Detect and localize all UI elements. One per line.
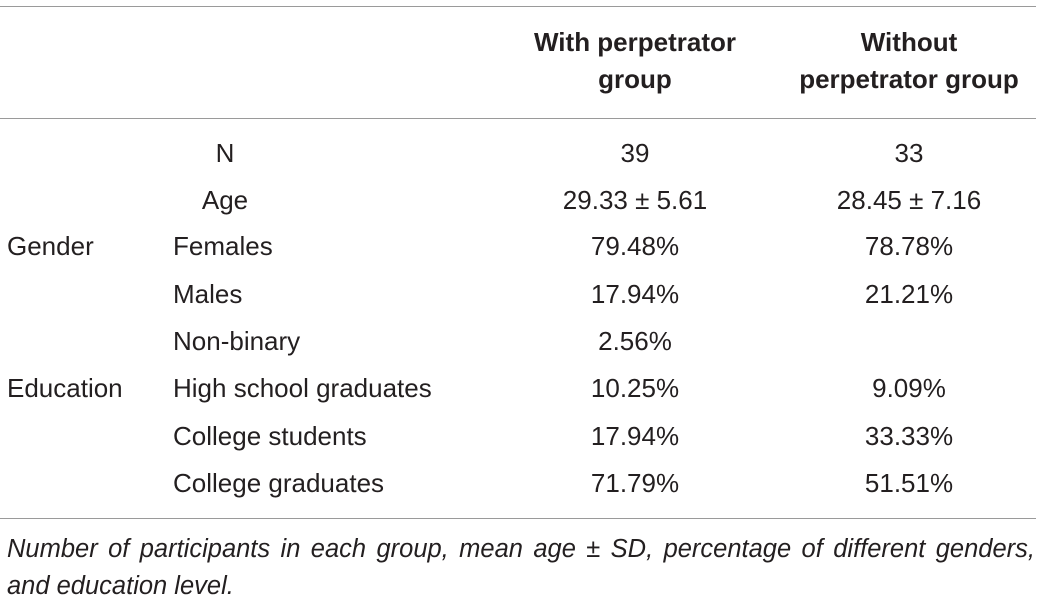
row-category: Education — [7, 373, 123, 403]
without-group-value: 28.45 ± 7.16 — [836, 185, 982, 215]
row-label: Males — [173, 279, 243, 309]
without-group-value: 9.09% — [872, 373, 946, 403]
row-label: N — [215, 138, 235, 168]
with-group-value: 39 — [620, 138, 650, 168]
header-with-perpetrator-group: With perpetrator group — [480, 24, 790, 98]
without-group-value: 33 — [894, 138, 924, 168]
with-group-value: 71.79% — [590, 468, 680, 498]
header-without-perpetrator-group: Without perpetrator group — [778, 24, 1040, 98]
table-top-rule — [0, 6, 1036, 7]
table-header-rule — [0, 118, 1036, 119]
without-group-value: 78.78% — [864, 231, 954, 261]
row-label: High school graduates — [173, 373, 432, 403]
header-without-line-1: Without — [860, 27, 958, 57]
row-label: College students — [173, 421, 367, 451]
row-category: Gender — [7, 231, 94, 261]
without-group-value: 33.33% — [864, 421, 954, 451]
table-bottom-rule — [0, 518, 1036, 519]
row-label: Females — [173, 231, 273, 261]
header-with-line-1: With perpetrator — [534, 27, 736, 57]
with-group-value: 17.94% — [590, 421, 680, 451]
without-group-value: 51.51% — [864, 468, 954, 498]
with-group-value: 10.25% — [590, 373, 680, 403]
row-label: Non-binary — [173, 326, 301, 356]
table-footnote: Number of participants in each group, me… — [7, 535, 1035, 600]
row-label: College graduates — [173, 468, 385, 498]
with-group-value: 2.56% — [598, 326, 672, 356]
row-label: Age — [201, 185, 249, 215]
with-group-value: 79.48% — [590, 231, 680, 261]
with-group-value: 29.33 ± 5.61 — [562, 185, 708, 215]
header-with-line-2: group — [598, 64, 672, 94]
without-group-value: 21.21% — [864, 279, 954, 309]
header-without-line-2: perpetrator group — [799, 64, 1019, 94]
with-group-value: 17.94% — [590, 279, 680, 309]
